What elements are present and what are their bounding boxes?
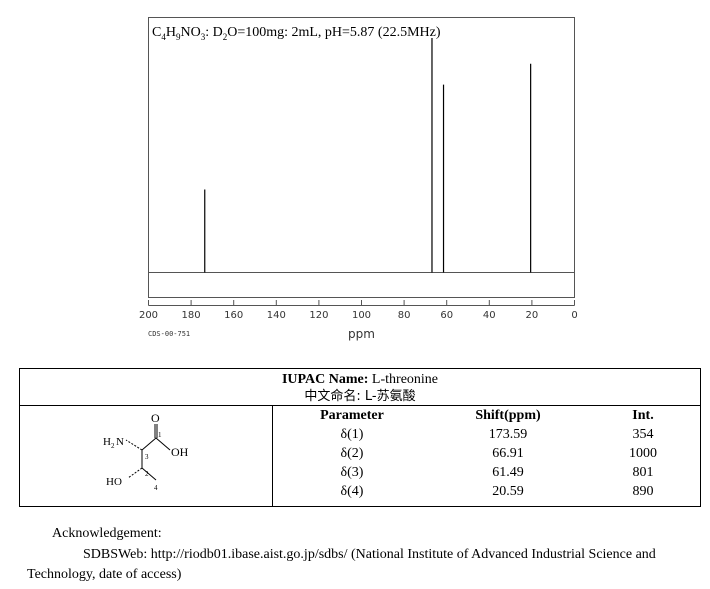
spectrum-code: CDS-00-751 (148, 330, 191, 338)
x-axis-label: ppm (348, 327, 375, 341)
header-intensity: Int. (632, 408, 654, 423)
x-axis-ticks: 200 180 160 140 120 100 80 60 40 20 0 (139, 300, 578, 321)
row-parameter: δ(3) (340, 465, 364, 480)
row-intensity: 890 (632, 484, 654, 499)
chinese-value: L-苏氨酸 (364, 389, 416, 404)
compound-name-header: IUPAC Name: L-threonine 中文命名: L-苏氨酸 (20, 369, 700, 406)
atom-number-1: 1 (158, 431, 162, 439)
table-row: δ(4) 20.59 890 (273, 482, 701, 501)
amine-h-label: H (103, 436, 111, 448)
x-tick-label: 160 (224, 310, 243, 321)
iupac-label: IUPAC Name: (281, 372, 369, 387)
row-shift: 66.91 (492, 446, 524, 461)
amine-n-label: N (116, 436, 124, 448)
x-tick-label: 0 (571, 310, 577, 321)
x-tick-label: 180 (182, 310, 201, 321)
x-tick-label: 80 (398, 310, 411, 321)
row-intensity: 354 (632, 427, 654, 442)
shift-table-header: Parameter Shift(ppm) Int. (273, 406, 701, 425)
amine-subscript-label: 2 (111, 442, 115, 450)
row-intensity: 1000 (629, 446, 657, 461)
x-tick-label: 40 (483, 310, 496, 321)
oxygen-label: O (151, 411, 160, 425)
plot-frame (148, 17, 575, 298)
x-tick-label: 100 (352, 310, 371, 321)
table-row: δ(2) 66.91 1000 (273, 444, 701, 463)
x-tick-label: 120 (309, 310, 328, 321)
peak-series (204, 38, 532, 273)
row-parameter: δ(2) (340, 446, 364, 461)
table-row: δ(1) 173.59 354 (273, 425, 701, 444)
shift-table: Parameter Shift(ppm) Int. δ(1) 173.59 35… (273, 406, 701, 501)
atom-number-2: 2 (145, 470, 149, 478)
table-row: δ(3) 61.49 801 (273, 463, 701, 482)
row-intensity: 801 (632, 465, 654, 480)
header-shift: Shift(ppm) (475, 408, 541, 423)
row-shift: 173.59 (488, 427, 528, 442)
row-parameter: δ(4) (340, 484, 364, 499)
x-tick-label: 140 (267, 310, 286, 321)
chinese-label: 中文命名: (304, 389, 361, 404)
compound-info-table: IUPAC Name: L-threonine 中文命名: L-苏氨酸 O OH… (19, 368, 701, 507)
source-citation: SDBSWeb: http://riodb01.ibase.aist.go.jp… (27, 547, 656, 582)
row-shift: 20.59 (492, 484, 524, 499)
hydroxy-label: HO (106, 476, 122, 488)
spectrum-title: C4H9NO3: D2O=100mg: 2mL, pH=5.87 (22.5MH… (152, 25, 441, 42)
row-shift: 61.49 (492, 465, 524, 480)
atom-number-3: 3 (145, 453, 149, 461)
row-parameter: δ(1) (340, 427, 364, 442)
nmr-spectrum-chart: 200 180 160 140 120 100 80 60 40 20 0 (139, 17, 578, 321)
x-tick-label: 20 (526, 310, 539, 321)
x-tick-label: 60 (440, 310, 453, 321)
structure-cell: O OH H 2 N HO 1 3 2 4 (20, 406, 273, 506)
hydroxyl-label: OH (171, 445, 189, 459)
molecule-structure-diagram: O OH H 2 N HO 1 3 2 4 (103, 411, 189, 492)
header-parameter: Parameter (320, 408, 384, 423)
x-tick-label: 200 (139, 310, 158, 321)
atom-number-4: 4 (154, 484, 158, 492)
iupac-value: L-threonine (371, 372, 439, 387)
acknowledgement-heading: Acknowledgement: (52, 526, 162, 541)
